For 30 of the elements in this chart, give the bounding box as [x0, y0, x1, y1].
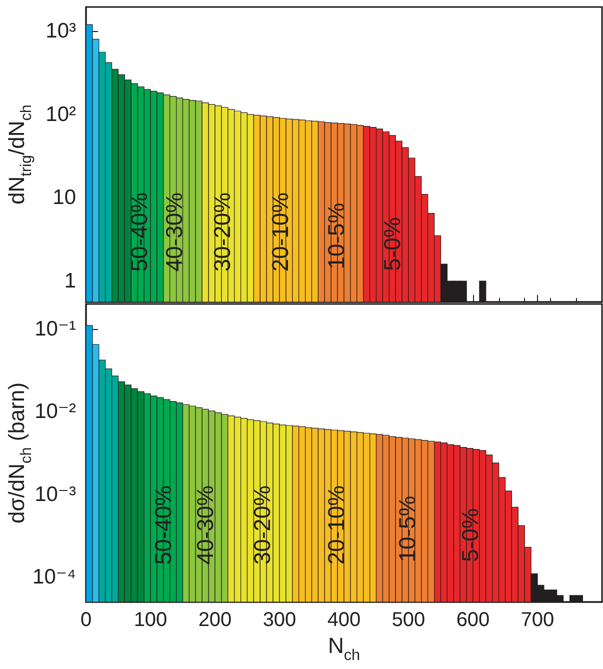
annotation: 10-5% — [323, 202, 349, 270]
y-tick-label: 10³ — [46, 20, 76, 43]
y-tick-label: 10² — [46, 102, 76, 126]
y-tick-label: 10⁻² — [34, 400, 76, 424]
annotation: 30-20% — [209, 192, 235, 272]
annotation: 40-30% — [161, 192, 187, 272]
annotation: 5-0% — [457, 508, 483, 562]
annotation: 5-0% — [379, 217, 405, 271]
annotation: 20-10% — [267, 192, 293, 272]
annotation: 20-10% — [323, 485, 349, 565]
y-tick-label: 10⁻¹ — [34, 317, 76, 340]
annotation: 40-30% — [192, 485, 218, 565]
x-tick-label: 0 — [80, 609, 92, 631]
y-tick-label: 10⁻⁴ — [32, 566, 76, 589]
x-tick-label: 400 — [327, 609, 361, 631]
y-tick-label: 10 — [52, 186, 76, 210]
x-tick-label: 700 — [520, 609, 554, 631]
y-tick-label: 10⁻³ — [34, 482, 76, 506]
x-tick-label: 200 — [198, 609, 232, 631]
annotation: 30-20% — [249, 485, 275, 565]
y-axis-title: dNtrig/dNch — [4, 104, 35, 204]
annotation: 50-40% — [150, 485, 176, 565]
y-axis-title: dσ/dNch (barn) — [4, 382, 35, 524]
y-tick-label: 1 — [64, 270, 76, 293]
annotation: 10-5% — [394, 496, 420, 562]
annotation: 50-40% — [126, 192, 152, 272]
x-tick-label: 600 — [456, 609, 490, 631]
x-tick-label: 300 — [262, 609, 296, 631]
x-tick-label: 500 — [392, 609, 426, 631]
x-tick-label: 100 — [134, 609, 168, 631]
